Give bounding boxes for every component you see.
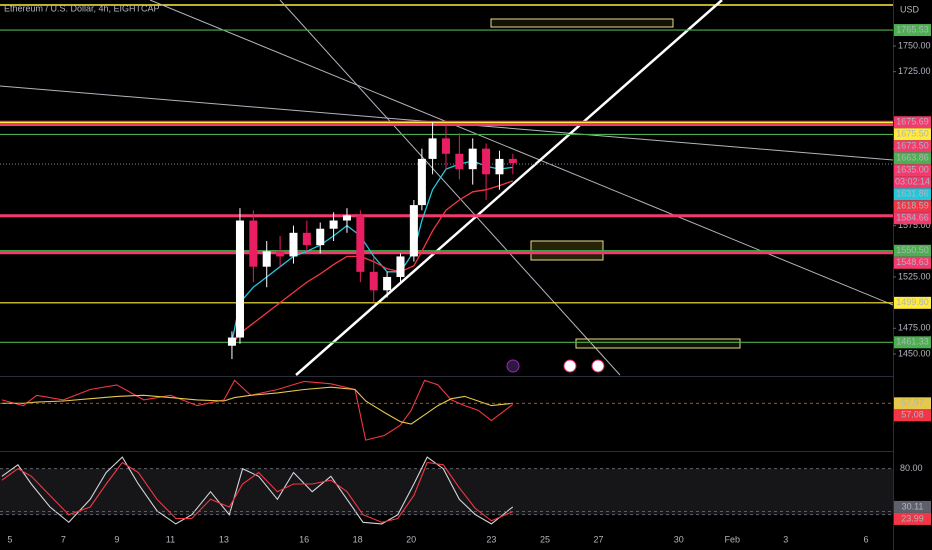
y-tick-label: 1750.00 <box>898 40 931 50</box>
chart-title: Ethereum / U.S. Dollar, 4h, EIGHTCAP <box>4 3 160 13</box>
zone-box <box>490 18 674 28</box>
x-tick-label: 13 <box>219 534 229 544</box>
candle-body <box>342 215 351 221</box>
price-label: 1584.66 <box>896 213 929 223</box>
x-tick-label: 6 <box>863 534 868 544</box>
y-tick-label: 1475.00 <box>898 323 931 333</box>
event-icon[interactable] <box>563 359 577 373</box>
zone-box <box>575 338 741 349</box>
price-label: 1675.50 <box>896 129 929 139</box>
event-icon[interactable] <box>591 359 605 373</box>
price-label: 1499.80 <box>896 297 929 307</box>
price-label: 1635.00 <box>896 165 929 175</box>
price-label: 23.99 <box>901 513 924 523</box>
price-label: 1663.86 <box>896 153 929 163</box>
candle-body <box>316 228 325 246</box>
price-label: 1631.86 <box>896 189 929 199</box>
event-icon[interactable] <box>506 359 520 373</box>
price-label-bg <box>894 24 931 37</box>
trend-line <box>279 0 621 376</box>
price-label-bg <box>894 128 931 141</box>
x-tick-label: 23 <box>486 534 496 544</box>
price-label-bg <box>894 256 931 269</box>
candle-body <box>227 337 236 346</box>
candle-body <box>262 251 271 267</box>
price-label-bg <box>894 212 931 225</box>
price-label-bg <box>894 140 931 153</box>
candle-body <box>468 148 477 170</box>
price-label-bg <box>894 397 931 410</box>
x-tick-label: 9 <box>114 534 119 544</box>
price-label-bg <box>894 200 931 213</box>
candle-body <box>249 220 258 267</box>
band <box>0 468 893 515</box>
y-tick-label: 1575.00 <box>898 220 931 230</box>
x-tick-label: 11 <box>166 534 175 544</box>
indicator-line <box>1 386 513 425</box>
price-label-bg <box>894 176 931 189</box>
candle-body <box>276 251 285 257</box>
candle-body <box>409 205 418 257</box>
price-label-bg <box>894 244 931 257</box>
candle-body <box>369 271 378 291</box>
price-label: 1765.53 <box>896 24 929 34</box>
price-label-bg <box>894 116 931 129</box>
price-label: 30.11 <box>902 501 924 511</box>
price-label: 1550.50 <box>896 245 929 255</box>
x-tick-label: 30 <box>674 534 684 544</box>
price-label-bg <box>894 500 931 513</box>
x-tick-label: Feb <box>724 534 740 544</box>
candle-body <box>482 148 491 175</box>
price-label-bg <box>894 336 931 349</box>
candle-body <box>455 153 464 170</box>
candle-body <box>508 158 517 164</box>
x-tick-label: 3 <box>783 534 788 544</box>
price-label-bg <box>894 512 931 525</box>
price-label: 1673.50 <box>896 141 929 151</box>
candle-body <box>441 138 450 154</box>
indicator-line <box>1 379 514 441</box>
price-label: 57.08 <box>901 410 924 420</box>
x-tick-label: 5 <box>7 534 12 544</box>
candle-body <box>396 256 405 277</box>
candle-body <box>289 232 298 257</box>
currency-label: USD <box>900 4 920 14</box>
candle-body <box>356 215 365 272</box>
y-tick-label: 80.00 <box>900 463 923 473</box>
price-label-bg <box>894 188 931 201</box>
price-label-bg <box>894 164 931 177</box>
y-tick-label: 1525.00 <box>898 271 931 281</box>
y-tick-label: 1450.00 <box>898 348 931 358</box>
price-label: 1675.69 <box>896 117 929 127</box>
price-label-bg <box>894 152 931 165</box>
price-label: 03:02:14 <box>895 177 930 187</box>
x-tick-label: 20 <box>406 534 416 544</box>
moving-average <box>231 160 513 342</box>
x-tick-label: 25 <box>540 534 550 544</box>
price-label: 1618.59 <box>896 201 929 211</box>
price-label: 57.97 <box>901 398 924 408</box>
candle-body <box>302 232 311 246</box>
x-tick-label: 7 <box>61 534 66 544</box>
price-label-bg <box>894 296 931 309</box>
support-trend-line <box>295 0 723 376</box>
indicator-line <box>1 456 514 525</box>
indicator-line <box>1 461 514 523</box>
y-tick-label: 1725.00 <box>898 66 931 76</box>
candle-body <box>329 220 338 229</box>
candle-body <box>383 276 392 291</box>
x-tick-label: 27 <box>593 534 603 544</box>
x-tick-label: 18 <box>353 534 363 544</box>
x-tick-label: 16 <box>299 534 309 544</box>
candle-body <box>495 158 504 175</box>
candle-body <box>428 138 437 159</box>
candle-body <box>235 220 244 338</box>
price-label-bg <box>894 409 931 422</box>
candle-body <box>417 158 426 206</box>
price-label: 1548.63 <box>896 257 929 267</box>
price-label: 1461.33 <box>896 337 929 347</box>
